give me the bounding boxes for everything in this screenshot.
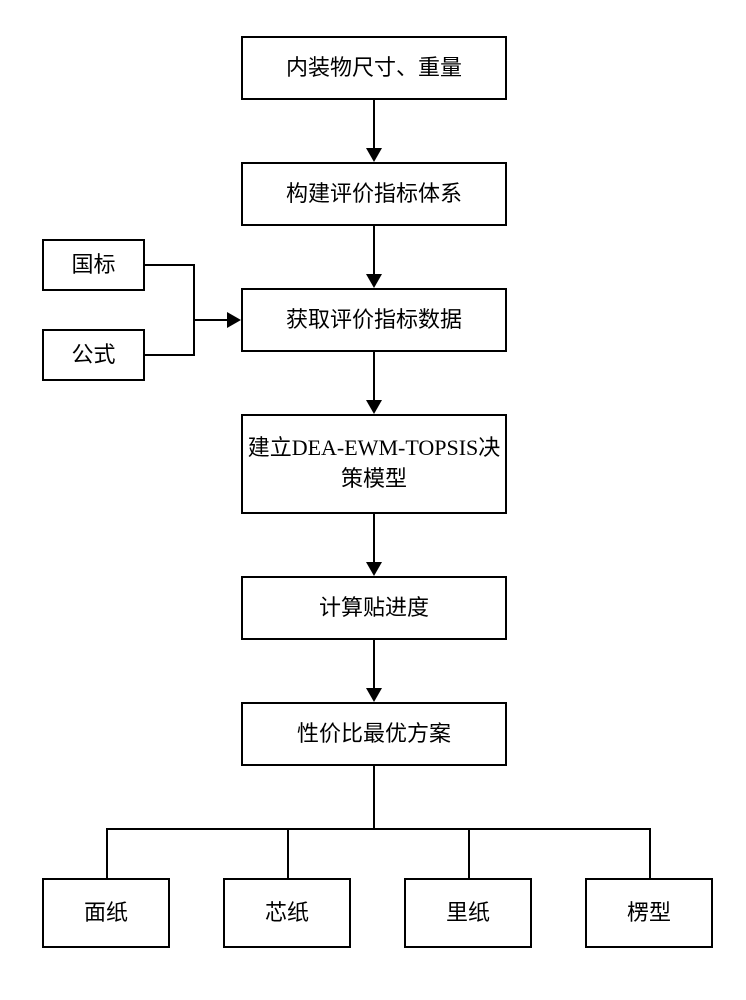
edge-line	[193, 319, 227, 321]
node-label: 楞型	[627, 898, 671, 929]
node-label: 公式	[71, 340, 115, 371]
leaf-liner-paper: 里纸	[404, 878, 532, 948]
edge-line	[145, 264, 193, 266]
edge-line	[145, 354, 193, 356]
node-input-dimensions: 内装物尺寸、重量	[241, 36, 507, 100]
node-calculate: 计算贴进度	[241, 576, 507, 640]
node-label: 计算贴进度	[319, 593, 429, 624]
edge-line	[106, 828, 649, 830]
edge-line	[373, 226, 375, 274]
arrow-down-icon	[366, 562, 382, 576]
node-model: 建立DEA-EWM-TOPSIS决策模型	[241, 414, 507, 514]
edge-line	[373, 514, 375, 562]
leaf-flute-type: 楞型	[585, 878, 713, 948]
leaf-core-paper: 芯纸	[223, 878, 351, 948]
node-evaluation-system: 构建评价指标体系	[241, 162, 507, 226]
arrow-down-icon	[366, 274, 382, 288]
node-optimal: 性价比最优方案	[241, 702, 507, 766]
arrow-down-icon	[366, 148, 382, 162]
leaf-face-paper: 面纸	[42, 878, 170, 948]
edge-line	[649, 828, 651, 878]
node-formula: 公式	[42, 329, 145, 381]
node-label: 国标	[71, 250, 115, 281]
node-label: 芯纸	[265, 898, 309, 929]
edge-line	[373, 100, 375, 148]
node-label: 里纸	[446, 898, 490, 929]
edge-line	[373, 766, 375, 828]
node-national-standard: 国标	[42, 239, 145, 291]
edge-line	[106, 828, 108, 878]
node-label: 性价比最优方案	[297, 719, 451, 750]
edge-line	[287, 828, 289, 878]
edge-line	[193, 264, 195, 356]
edge-line	[468, 828, 470, 878]
edge-line	[373, 352, 375, 400]
node-label: 构建评价指标体系	[286, 179, 462, 210]
edge-line	[373, 640, 375, 688]
node-label: 面纸	[84, 898, 128, 929]
arrow-down-icon	[366, 400, 382, 414]
node-label: 获取评价指标数据	[286, 305, 462, 336]
arrow-down-icon	[366, 688, 382, 702]
node-label: 内装物尺寸、重量	[286, 53, 462, 84]
arrow-right-icon	[227, 312, 241, 328]
node-label: 建立DEA-EWM-TOPSIS决策模型	[247, 433, 501, 495]
node-get-data: 获取评价指标数据	[241, 288, 507, 352]
